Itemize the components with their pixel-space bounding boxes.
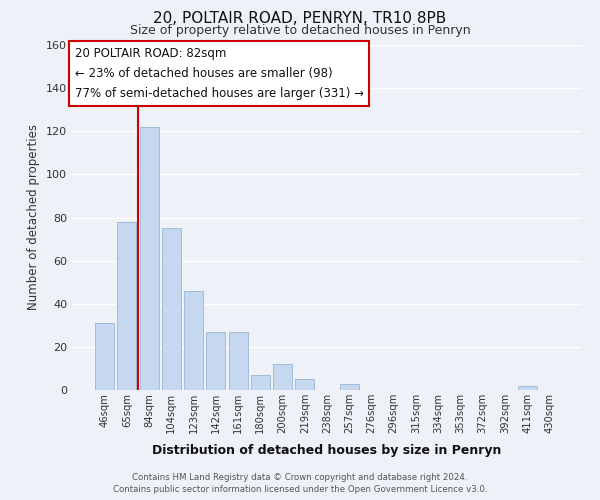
Bar bbox=[273, 364, 292, 390]
Text: 20 POLTAIR ROAD: 82sqm
← 23% of detached houses are smaller (98)
77% of semi-det: 20 POLTAIR ROAD: 82sqm ← 23% of detached… bbox=[74, 46, 364, 100]
Bar bbox=[229, 332, 248, 390]
Bar bbox=[140, 127, 158, 390]
Bar bbox=[295, 379, 314, 390]
Bar bbox=[184, 291, 203, 390]
Bar bbox=[95, 323, 114, 390]
Y-axis label: Number of detached properties: Number of detached properties bbox=[28, 124, 40, 310]
Bar bbox=[518, 386, 536, 390]
X-axis label: Distribution of detached houses by size in Penryn: Distribution of detached houses by size … bbox=[152, 444, 502, 458]
Bar bbox=[251, 375, 270, 390]
Bar bbox=[206, 332, 225, 390]
Text: 20, POLTAIR ROAD, PENRYN, TR10 8PB: 20, POLTAIR ROAD, PENRYN, TR10 8PB bbox=[154, 11, 446, 26]
Bar bbox=[118, 222, 136, 390]
Text: Size of property relative to detached houses in Penryn: Size of property relative to detached ho… bbox=[130, 24, 470, 37]
Bar bbox=[340, 384, 359, 390]
Text: Contains HM Land Registry data © Crown copyright and database right 2024.
Contai: Contains HM Land Registry data © Crown c… bbox=[113, 472, 487, 494]
Bar bbox=[162, 228, 181, 390]
